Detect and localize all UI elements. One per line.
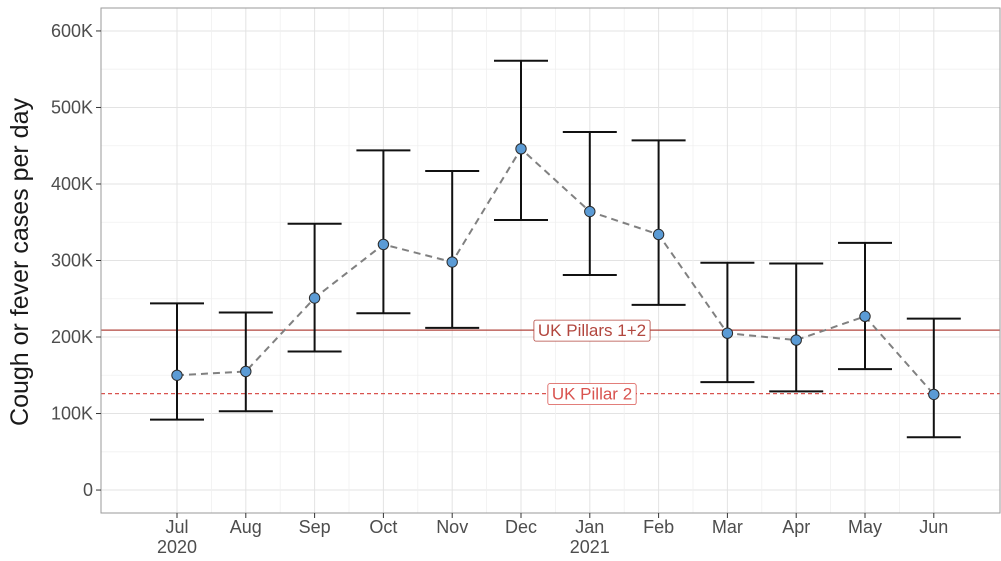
data-point [377, 238, 390, 251]
y-tick-label: 100K [51, 404, 93, 424]
data-point [652, 228, 665, 241]
x-tick-label: Jul [165, 517, 188, 537]
data-points [171, 143, 940, 401]
y-tick-label: 200K [51, 327, 93, 347]
y-tick-label: 0 [83, 480, 93, 500]
axes: 0 100K 200K 300K 400K 500K 600K Jul Aug Sep Oct Nov… [51, 7, 1001, 557]
reference-label-text: UK Pillars 1+2 [538, 321, 646, 340]
x-tick-label: Mar [712, 517, 743, 537]
x-tick-label: Jan [575, 517, 604, 537]
y-tick-label: 300K [51, 251, 93, 271]
trend-line-path [176, 147, 935, 396]
data-point [859, 310, 871, 323]
x-tick-label: Feb [643, 517, 674, 537]
reference-label-box [547, 383, 637, 406]
trend-line [176, 147, 935, 396]
data-point [928, 388, 940, 401]
data-point [446, 256, 458, 268]
data-point [584, 205, 596, 218]
grid [101, 8, 1000, 513]
reference-label-text: UK Pillar 2 [552, 385, 632, 404]
x-tick-label: Dec [505, 517, 537, 537]
reference-label: UK Pillar 2 [547, 383, 637, 406]
x-tick-label: Nov [436, 517, 468, 537]
y-tick-label: 500K [51, 97, 93, 117]
reference-label: UK Pillars 1+2 [533, 319, 651, 342]
x-tick-label: Jun [919, 517, 948, 537]
y-tick-label: 600K [51, 21, 93, 41]
x-year-label: 2020 [157, 537, 197, 556]
y-tick-label: 400K [51, 174, 93, 194]
x-tick-label: Oct [369, 517, 397, 537]
data-point [240, 365, 252, 378]
data-point [515, 143, 527, 155]
x-tick-label: May [848, 517, 882, 537]
reference-labels: UK Pillars 1+2 UK Pillar 2 [533, 319, 651, 406]
x-tick-label: Apr [782, 517, 810, 537]
data-point [308, 292, 321, 304]
x-tick-label: Aug [230, 517, 262, 537]
data-point [721, 327, 734, 339]
data-point [171, 369, 183, 381]
data-point [790, 334, 802, 346]
x-year-label: 2021 [570, 537, 610, 556]
y-axis-title: Cough or fever cases per day [6, 98, 34, 426]
reference-label-box [533, 319, 651, 342]
x-tick-label: Sep [299, 517, 331, 537]
error-bars [150, 59, 961, 439]
